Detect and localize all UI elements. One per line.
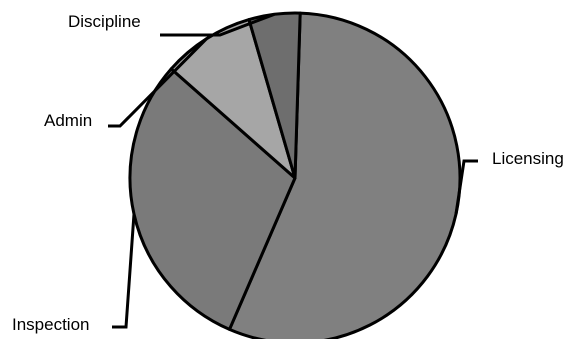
leader-line-licensing <box>454 159 478 215</box>
leader-lines <box>108 12 478 329</box>
leader-line-discipline <box>160 12 275 37</box>
slice-labels: Licensing Inspection Admin Discipline <box>12 12 564 334</box>
leader-line-inspection <box>112 213 136 329</box>
slice-label-inspection: Inspection <box>12 315 90 334</box>
pie-slices <box>128 11 462 344</box>
pie-slice-inspection <box>128 67 297 331</box>
slice-label-licensing: Licensing <box>492 149 564 168</box>
slice-label-discipline: Discipline <box>68 12 141 31</box>
leader-line-admin <box>108 37 208 128</box>
slice-label-admin: Admin <box>44 111 92 130</box>
